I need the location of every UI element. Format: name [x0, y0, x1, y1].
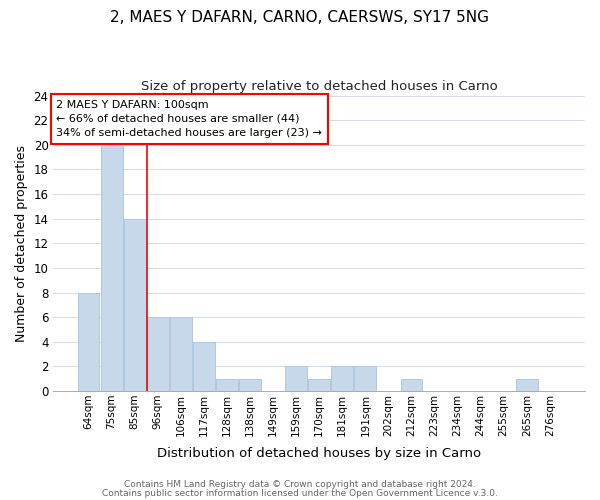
- Bar: [193, 342, 215, 391]
- Text: Contains public sector information licensed under the Open Government Licence v.: Contains public sector information licen…: [102, 488, 498, 498]
- Title: Size of property relative to detached houses in Carno: Size of property relative to detached ho…: [141, 80, 497, 93]
- X-axis label: Distribution of detached houses by size in Carno: Distribution of detached houses by size …: [157, 447, 481, 460]
- Bar: [239, 378, 261, 391]
- Text: Contains HM Land Registry data © Crown copyright and database right 2024.: Contains HM Land Registry data © Crown c…: [124, 480, 476, 489]
- Bar: [516, 378, 538, 391]
- Bar: [77, 292, 100, 391]
- Bar: [285, 366, 307, 391]
- Bar: [308, 378, 330, 391]
- Bar: [147, 317, 169, 391]
- Y-axis label: Number of detached properties: Number of detached properties: [15, 145, 28, 342]
- Text: 2, MAES Y DAFARN, CARNO, CAERSWS, SY17 5NG: 2, MAES Y DAFARN, CARNO, CAERSWS, SY17 5…: [110, 10, 490, 25]
- Bar: [124, 218, 146, 391]
- Bar: [331, 366, 353, 391]
- Text: 2 MAES Y DAFARN: 100sqm
← 66% of detached houses are smaller (44)
34% of semi-de: 2 MAES Y DAFARN: 100sqm ← 66% of detache…: [56, 100, 322, 138]
- Bar: [355, 366, 376, 391]
- Bar: [101, 145, 122, 391]
- Bar: [401, 378, 422, 391]
- Bar: [170, 317, 192, 391]
- Bar: [216, 378, 238, 391]
